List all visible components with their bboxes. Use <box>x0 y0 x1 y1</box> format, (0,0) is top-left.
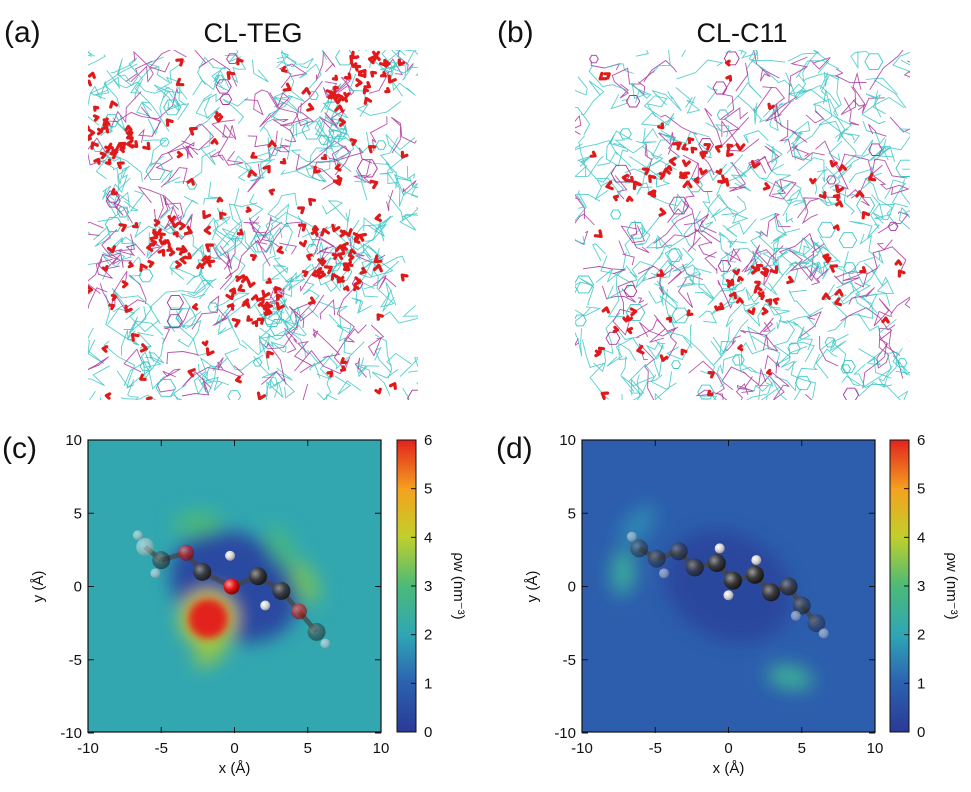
c-ytick-4: 10 <box>65 432 82 449</box>
hotspot-0 <box>188 598 228 639</box>
hotspot-2 <box>290 560 320 604</box>
c-ytick-0: -10 <box>60 725 82 742</box>
hotspot-3 <box>174 511 222 536</box>
c-xtick-3: 5 <box>304 740 312 757</box>
c-xtick-0: -10 <box>77 740 99 757</box>
d-xtick-1: -5 <box>649 740 662 757</box>
c-ytick-1: -5 <box>69 652 82 669</box>
colorbar-c-tick-6: 6 <box>424 432 432 449</box>
panel-title-b: CL-C11 <box>696 18 787 48</box>
c-xlabel: x (Å) <box>219 760 251 777</box>
colorbar-d-tick-6: 6 <box>917 432 925 449</box>
colorbar-c-label: ρw (nm⁻³) <box>450 552 467 619</box>
hotspot-1 <box>194 628 231 668</box>
d-ytick-4: 10 <box>559 432 576 449</box>
colorbar-c: 0 1 2 3 4 5 6 ρw (nm⁻³) <box>396 432 467 741</box>
colorbar-d-tick-4: 4 <box>917 529 925 546</box>
c-ylabel: y (Å) <box>30 571 47 603</box>
teg-molecule <box>132 530 331 649</box>
hotspot-1 <box>766 664 814 690</box>
panel-title-a: CL-TEG <box>203 18 302 48</box>
colorbar-d-label: ρw (nm⁻³) <box>943 552 960 619</box>
d-ytick-3: 5 <box>568 505 576 522</box>
d-xtick-3: 5 <box>798 740 806 757</box>
colorbar-c-tick-1: 1 <box>424 675 432 692</box>
c-ytick-3: 5 <box>74 505 82 522</box>
snapshot-b <box>575 50 910 400</box>
panel-letter-a: (a) <box>4 16 41 49</box>
panel-letter-d: (d) <box>496 432 533 465</box>
heatmap-d: -10 -5 0 5 10 -10 -5 0 5 10 x (Å) y (Å) <box>524 432 883 777</box>
d-xtick-2: 0 <box>724 740 732 757</box>
d-xtick-4: 10 <box>867 740 884 757</box>
c-ytick-2: 0 <box>74 579 82 596</box>
c-xtick-4: 10 <box>373 740 390 757</box>
snapshot-a <box>88 50 418 400</box>
colorbar-d-tick-2: 2 <box>917 627 925 644</box>
colorbar-d-tick-3: 3 <box>917 578 925 595</box>
c-xtick-1: -5 <box>155 740 168 757</box>
colorbar-d-tick-5: 5 <box>917 481 925 498</box>
colorbar-d: 0 1 2 3 4 5 6 ρw (nm⁻³) <box>889 432 960 741</box>
colorbar-d-tick-0: 0 <box>917 724 925 741</box>
c11-molecule <box>626 531 829 639</box>
panel-letter-b: (b) <box>497 16 534 49</box>
colorbar-c-tick-2: 2 <box>424 627 432 644</box>
hotspot-0 <box>611 548 635 596</box>
d-xlabel: x (Å) <box>713 760 745 777</box>
d-xtick-0: -10 <box>571 740 593 757</box>
c-xtick-2: 0 <box>230 740 238 757</box>
colorbar-c-tick-4: 4 <box>424 529 432 546</box>
panel-letter-c: (c) <box>2 432 37 465</box>
d-ytick-2: 0 <box>568 579 576 596</box>
hotspot-4 <box>265 525 297 569</box>
colorbar-c-tick-3: 3 <box>424 578 432 595</box>
d-ytick-1: -5 <box>563 652 576 669</box>
colorbar-d-tick-1: 1 <box>917 675 925 692</box>
d-ytick-0: -10 <box>554 725 576 742</box>
colorbar-c-tick-5: 5 <box>424 481 432 498</box>
colorbar-c-tick-0: 0 <box>424 724 432 741</box>
d-ylabel: y (Å) <box>524 571 541 603</box>
heatmap-c: -10 -5 0 5 10 -10 -5 0 5 10 x (Å) y (Å) <box>30 432 389 777</box>
